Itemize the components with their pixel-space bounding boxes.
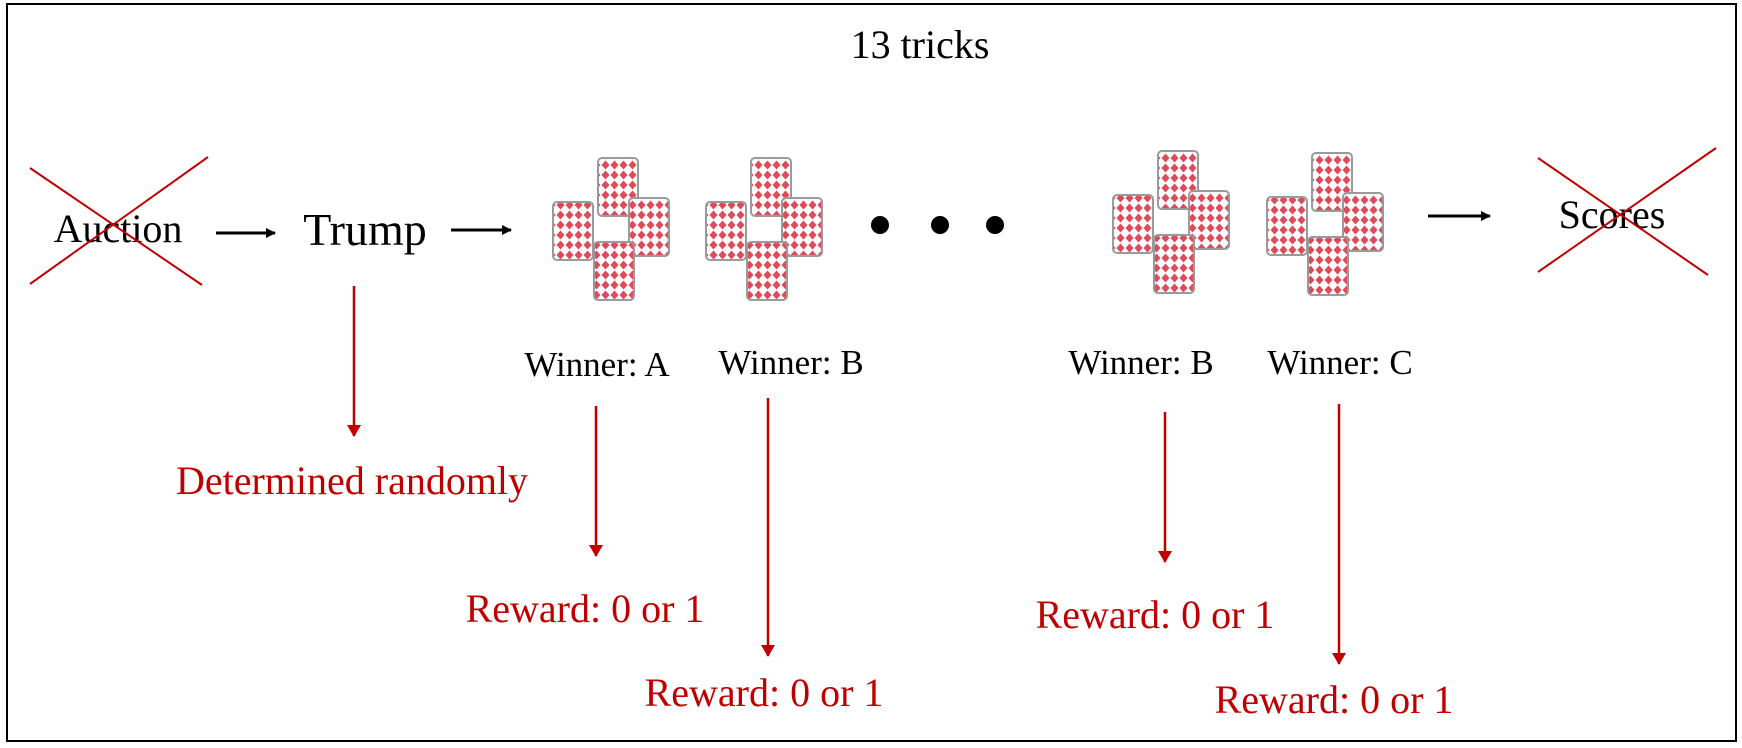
ellipsis-dot	[871, 216, 889, 234]
winner-label-2: Winner: B	[718, 343, 863, 382]
ellipsis-dot	[931, 216, 949, 234]
trick-cards-3	[1112, 150, 1230, 294]
winner-label-4: Winner: C	[1267, 343, 1412, 382]
outer-frame	[6, 3, 1737, 742]
trick-cards-2	[705, 157, 823, 301]
scores-stage: Scores	[1537, 147, 1717, 276]
scores-cross-line-1	[1537, 157, 1709, 276]
reward-label-3: Reward: 0 or 1	[1036, 592, 1275, 637]
auction-cross-line-2	[29, 156, 209, 285]
reward-label-2: Reward: 0 or 1	[645, 670, 884, 715]
reward-label-4: Reward: 0 or 1	[1215, 677, 1454, 722]
auction-cross-line-1	[29, 167, 203, 286]
winner-label-3: Winner: B	[1068, 343, 1213, 382]
trick-cards-4	[1266, 152, 1384, 296]
scores-label: Scores	[1559, 192, 1666, 237]
ellipsis-dot	[986, 216, 1004, 234]
winner-label-1: Winner: A	[524, 345, 670, 384]
reward-label-1: Reward: 0 or 1	[466, 586, 705, 631]
trump-note: Determined randomly	[176, 458, 528, 503]
auction-stage: Auction	[29, 156, 209, 286]
diagram-title: 13 tricks	[851, 22, 990, 67]
ellipsis-dots	[871, 216, 1004, 234]
scores-cross-line-2	[1537, 147, 1717, 273]
trump-label: Trump	[303, 204, 427, 255]
trick-cards-1	[552, 157, 670, 301]
